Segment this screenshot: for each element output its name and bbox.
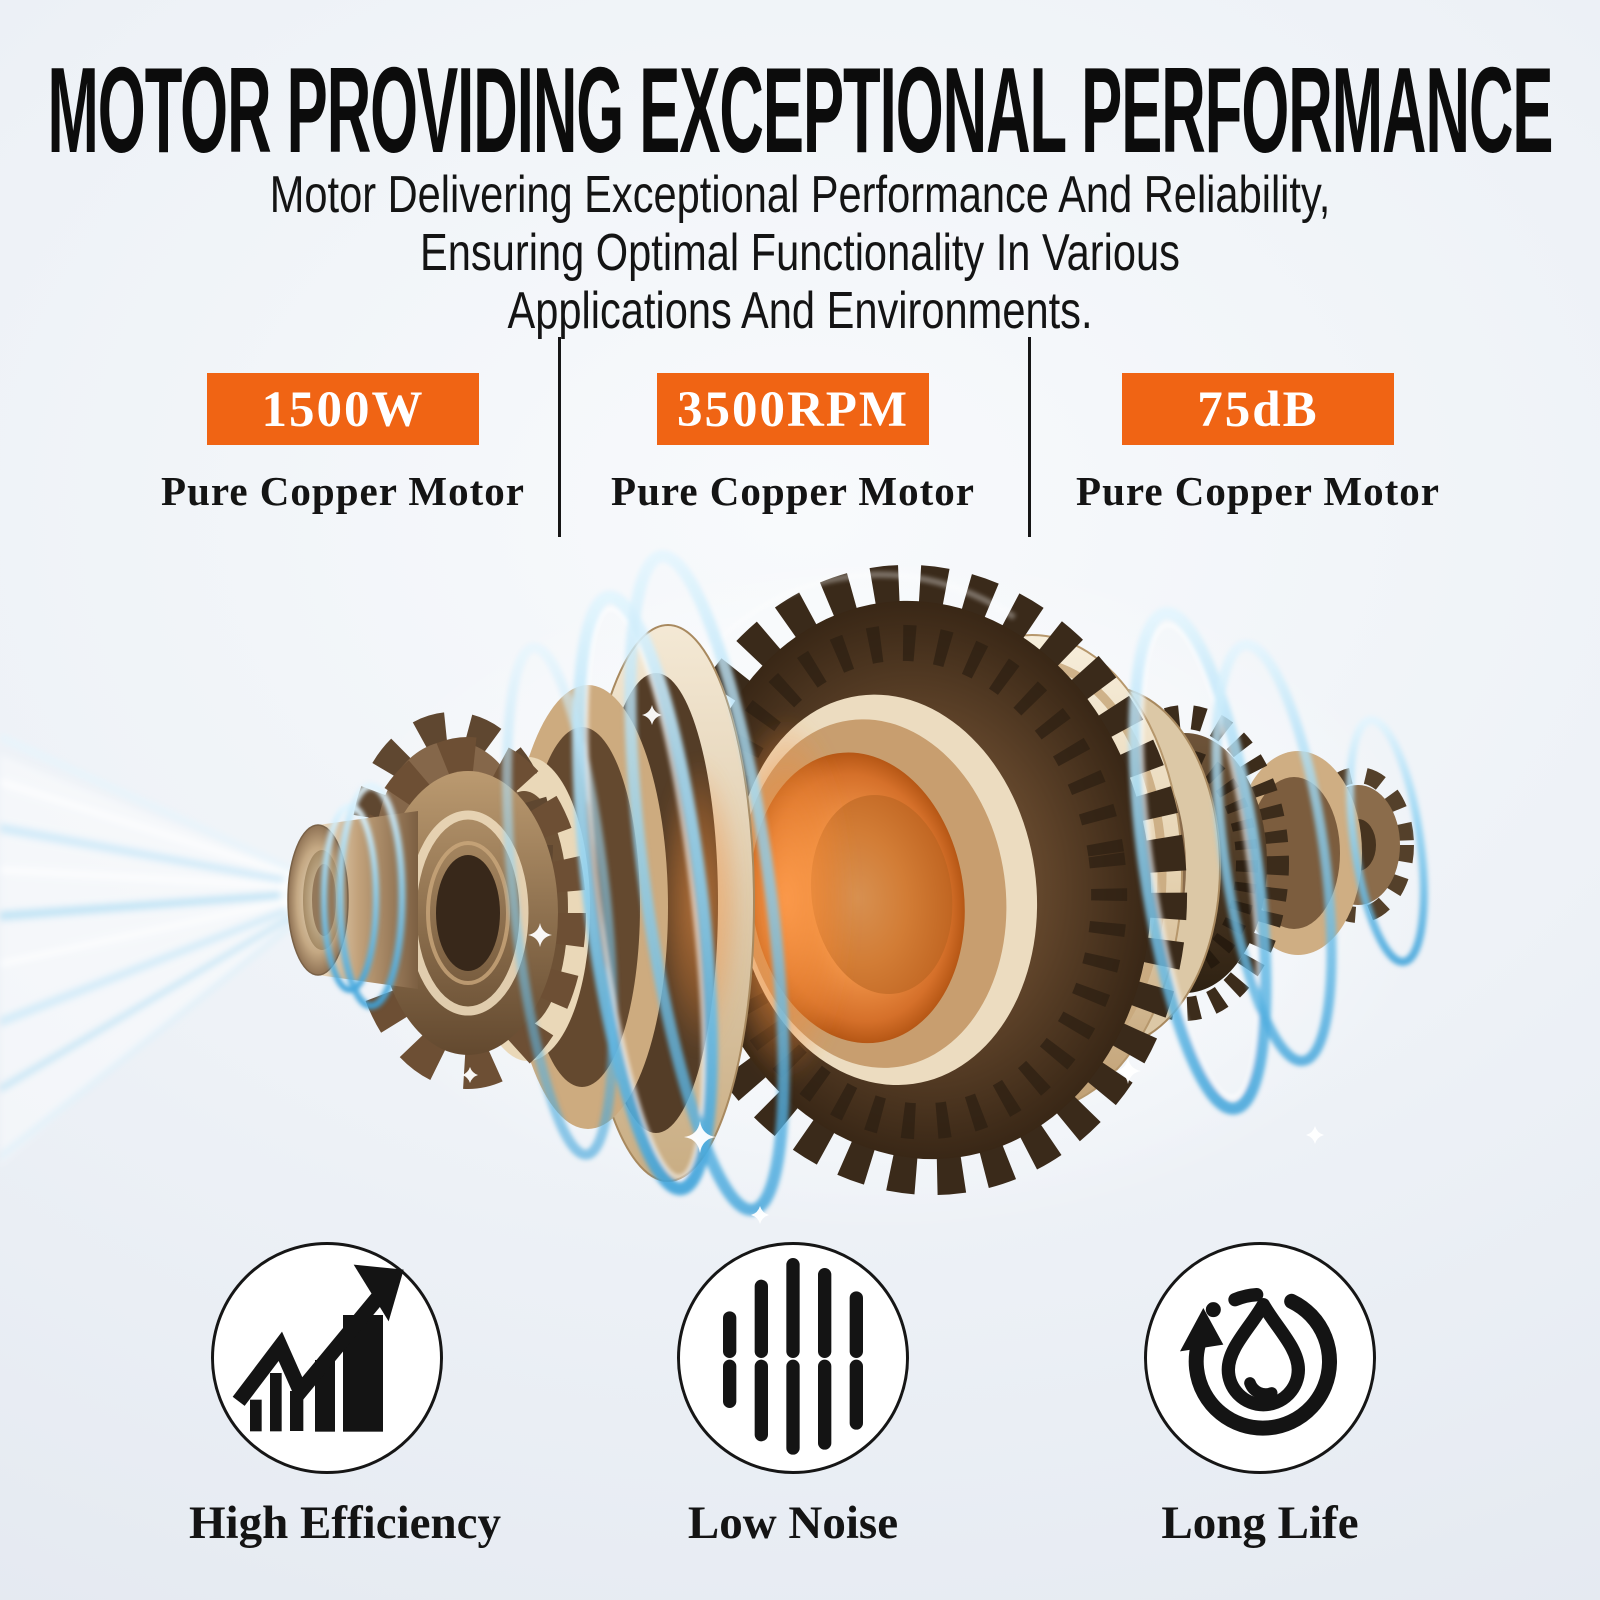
page-title: MOTOR PROVIDING EXCEPTIONAL PERFORMANCE [48, 42, 1553, 170]
vertical-divider [1028, 337, 1031, 537]
subtitle-line-3: Applications And Environments. [507, 282, 1093, 340]
page-subtitle: Motor Delivering Exceptional Performance… [0, 166, 1600, 340]
rising-bar-chart-arrow-icon [232, 1264, 404, 1432]
spec-value-badge: 1500W [207, 373, 479, 445]
motion-rings [321, 550, 1428, 1216]
feature-label-noise: Low Noise [687, 1497, 899, 1549]
vertical-divider [558, 337, 561, 537]
spec-label: Pure Copper Motor [611, 468, 975, 514]
title-banner: MOTOR PROVIDING EXCEPTIONAL PERFORMANCE [48, 42, 1555, 170]
sparkles [462, 705, 1324, 1224]
spec-label: Pure Copper Motor [1076, 468, 1440, 514]
sound-wave-bars-icon [723, 1258, 863, 1455]
spec-value-badge: 3500RPM [657, 373, 929, 445]
spec-value-badge: 75dB [1122, 373, 1394, 445]
spec-label: Pure Copper Motor [161, 468, 525, 514]
spec-column-power: 1500W Pure Copper Motor [123, 373, 563, 515]
feature-label-efficiency: High Efficiency [189, 1497, 501, 1549]
feature-icon-circle-noise [677, 1242, 909, 1474]
feature-icon-circle-longlife [1144, 1242, 1376, 1474]
motor-gear-assembly-illustration [0, 545, 1440, 1235]
water-drop-cycle-arrow-icon [1180, 1288, 1338, 1436]
spec-column-noise: 75dB Pure Copper Motor [1038, 373, 1478, 515]
subtitle-line-1: Motor Delivering Exceptional Performance… [269, 166, 1331, 224]
feature-icon-circle-efficiency [211, 1242, 443, 1474]
feature-label-longlife: Long Life [1161, 1497, 1359, 1549]
spec-column-speed: 3500RPM Pure Copper Motor [573, 373, 1013, 515]
subtitle-line-2: Ensuring Optimal Functionality In Variou… [420, 224, 1180, 282]
